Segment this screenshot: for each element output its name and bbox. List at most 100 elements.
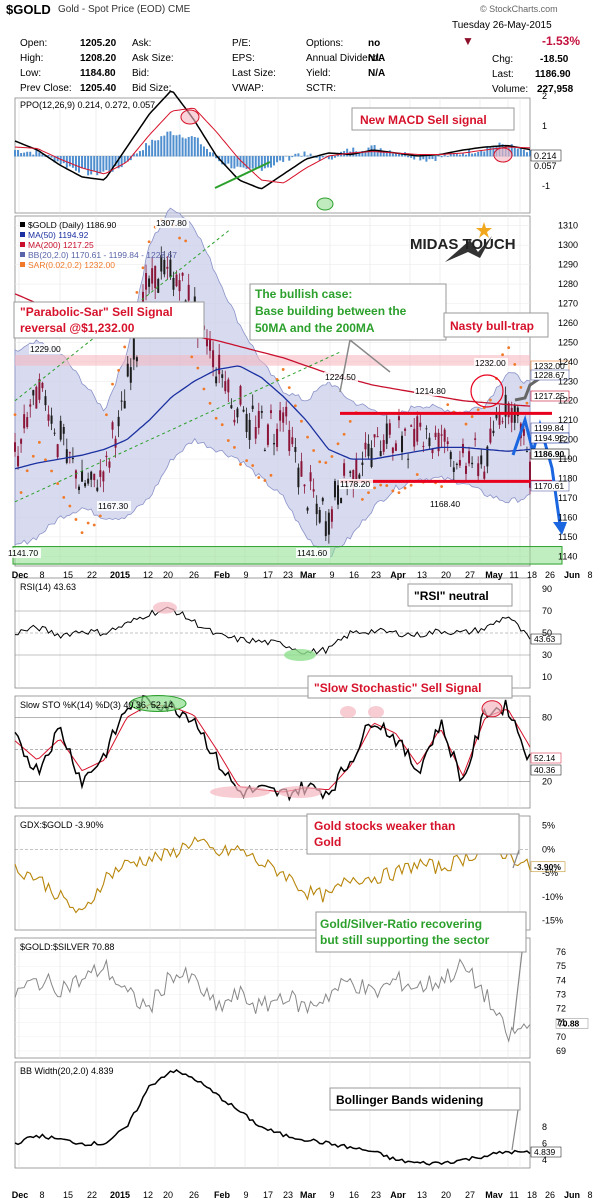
ratio-legend: $GOLD:$SILVER 70.88 [20, 942, 114, 952]
x-axis-label: 13 [417, 1190, 427, 1198]
point-label: 1168.40 [430, 499, 460, 509]
point-label: 1167.30 [98, 501, 128, 511]
ppo-histogram-bar [38, 152, 41, 157]
x-axis-label: Jun [564, 1190, 580, 1198]
ratio-pointer [512, 951, 523, 1031]
ppo-histogram-bar [306, 155, 309, 157]
sar-dot [415, 473, 419, 476]
price-tick: 1180 [558, 474, 577, 484]
price-bar [205, 339, 208, 347]
bbw-annotation: Bollinger Bands widening [336, 1093, 483, 1107]
ppo-histogram-bar [190, 136, 193, 157]
point-label-bg [474, 358, 508, 368]
price-bar [218, 354, 221, 375]
sar-dot [56, 482, 60, 485]
price-bar [489, 428, 492, 443]
bull-annotation-box [249, 283, 447, 341]
sar-dot [117, 368, 121, 372]
sar-dot [318, 460, 322, 464]
bull-trap-circle [470, 374, 504, 408]
sar-dot [397, 491, 401, 494]
ppo-histogram-bar [59, 156, 62, 165]
sto-oversold-marker [210, 786, 270, 798]
ppo-histogram-bar [300, 156, 303, 157]
ppo-histogram-bar [169, 131, 172, 157]
ppo-histogram-bar [50, 156, 53, 158]
price-bar [516, 407, 519, 417]
ppo-histogram-bar [397, 154, 400, 157]
price-legend-entry: MA(200) 1217.25 [28, 240, 94, 250]
rsi-tick: 50 [542, 628, 552, 638]
stat-label: Ask Size: [132, 53, 174, 64]
ppo-histogram-bar [138, 151, 141, 157]
ppo-histogram-bar [74, 156, 77, 171]
price-bar [105, 455, 108, 458]
ppo-histogram-bar [525, 152, 528, 157]
price-bar [465, 465, 468, 474]
ppo-histogram-bar [428, 156, 431, 160]
ppo-histogram-bar [303, 151, 306, 157]
gdx-pointer [512, 849, 520, 869]
sar-dot [269, 473, 273, 477]
price-bar [62, 427, 65, 434]
price-bar [294, 446, 297, 452]
ppo-histogram-bar [352, 147, 355, 157]
price-bar [343, 463, 346, 476]
price-bar [230, 405, 233, 409]
price-bar [367, 443, 370, 457]
price-value: 1170.61 [534, 481, 564, 491]
price-bar [120, 400, 123, 402]
x-axis-label: 8 [587, 570, 592, 580]
gdx-tick: -15% [542, 916, 563, 926]
x-axis-label: 2015 [110, 1190, 130, 1198]
sar-dot [80, 531, 84, 535]
price-bar [449, 452, 452, 460]
price-bar [379, 451, 382, 457]
ppo-histogram-bar [99, 156, 102, 174]
price-value: 1194.92 [534, 433, 564, 443]
stat-label: EPS: [232, 53, 255, 64]
ratio-annotation-box [315, 911, 527, 953]
x-axis-label: 17 [263, 1190, 273, 1198]
price-bar [340, 497, 343, 504]
ppo-histogram-bar [452, 153, 455, 157]
ppo-histogram-bar [449, 152, 452, 157]
price-bar [102, 471, 105, 482]
price-value: 1217.25 [534, 391, 565, 401]
sar-dot [300, 419, 303, 423]
stat-label: Annual Dividend: [306, 53, 382, 64]
price-tick: 1220 [558, 396, 578, 406]
ppo-histogram-bar [35, 150, 38, 157]
x-axis-label: 17 [263, 570, 273, 580]
ppo-histogram-bar [178, 134, 181, 157]
price-bar [434, 432, 437, 438]
ppo-histogram-bar [489, 147, 492, 157]
ppo-histogram-bar [364, 151, 367, 157]
ppo-histogram-bar [260, 156, 263, 171]
volume-value: 227,958 [537, 84, 574, 95]
ppo-sell-marker [493, 147, 513, 163]
sar-dot [239, 462, 242, 466]
point-label: 1232.00 [475, 358, 506, 368]
sar-dot [464, 422, 468, 426]
price-bar [452, 467, 455, 472]
price-bar [160, 255, 163, 272]
ratio-tick: 74 [556, 975, 566, 985]
ppo-histogram-bar [522, 149, 525, 157]
ppo-legend: PPO(12,26,9) 0.214, 0.272, 0.057 [20, 100, 155, 110]
ppo-histogram-bar [266, 156, 269, 168]
price-bar [114, 438, 117, 448]
price-bar [242, 409, 245, 412]
ppo-histogram-bar [53, 156, 56, 163]
price-bar [474, 438, 477, 440]
sar-dot [367, 491, 370, 495]
ppo-histogram-bar [410, 156, 413, 158]
quote-date: Tuesday 26-May-2015 [452, 20, 552, 31]
x-axis-label: Apr [390, 570, 406, 580]
rsi-value: 43.63 [534, 634, 556, 644]
price-bar [148, 278, 151, 287]
ppo-histogram-bar [282, 156, 285, 162]
ratio-tick: 70 [556, 1032, 566, 1042]
sar-dot [178, 236, 181, 240]
ppo-value: 0.214 [534, 151, 557, 161]
